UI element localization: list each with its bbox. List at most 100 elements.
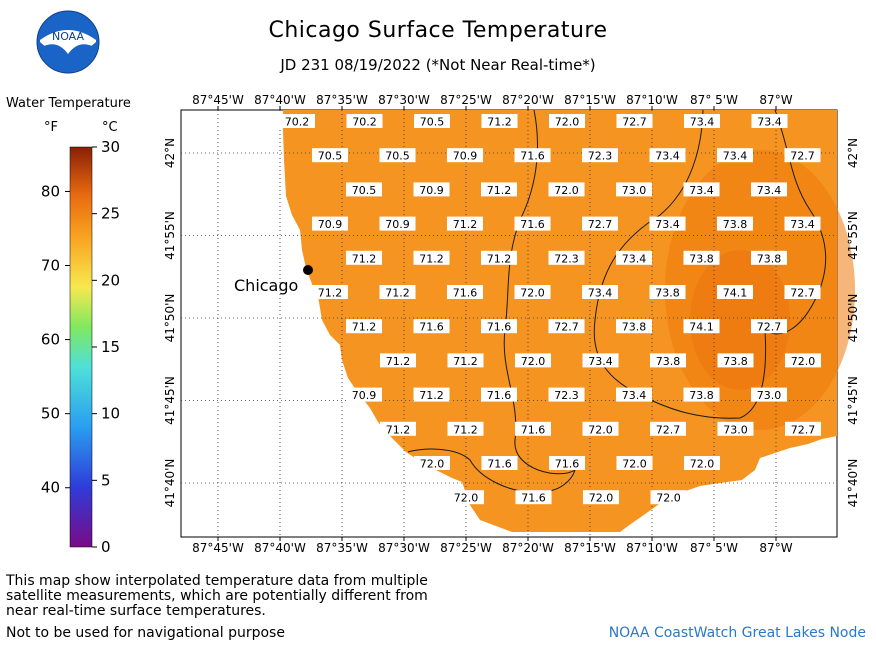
- temperature-cell: 73.4: [582, 285, 618, 300]
- temperature-cell: 73.4: [751, 114, 788, 129]
- temperature-value: 73.8: [757, 252, 782, 265]
- temperature-value: 73.4: [723, 150, 748, 163]
- temperature-value: 72.0: [656, 492, 681, 505]
- temperature-value: 73.4: [757, 116, 782, 129]
- temperature-value: 73.8: [723, 218, 748, 231]
- temperature-value: 73.4: [757, 184, 782, 197]
- celsius-tick-label: 0: [101, 538, 111, 556]
- temperature-label-bg: [481, 387, 517, 402]
- temperature-cell: 71.2: [447, 353, 484, 368]
- temperature-cell: 72.3: [548, 250, 585, 265]
- fahrenheit-tick-label: 80: [41, 182, 60, 200]
- temperature-label-bg: [582, 353, 619, 368]
- longitude-label: 87°25'W: [440, 93, 492, 107]
- longitude-label: 87°20'W: [502, 541, 554, 555]
- temperature-label-bg: [312, 216, 348, 231]
- temperature-label-bg: [548, 319, 585, 334]
- temperature-value: 72.0: [589, 492, 614, 505]
- temperature-label-bg: [784, 148, 821, 163]
- temperature-value: 70.5: [318, 150, 343, 163]
- longitude-label: 87°45'W: [192, 541, 244, 555]
- temperature-label-bg: [379, 216, 416, 231]
- temperature-cell: 72.7: [751, 319, 787, 334]
- temperature-value: 73.4: [689, 184, 714, 197]
- temperature-cell: 72.0: [515, 353, 551, 368]
- temperature-cell: 73.8: [650, 353, 686, 368]
- temperature-label-bg: [683, 319, 720, 334]
- temperature-label-bg: [346, 319, 382, 334]
- city-label-chicago: Chicago: [234, 276, 298, 295]
- latitude-label: 41°50'N: [163, 294, 177, 343]
- temperature-label-bg: [447, 353, 484, 368]
- legend-title: Water Temperature: [6, 96, 131, 111]
- credit-label: NOAA CoastWatch Great Lakes Node: [608, 625, 866, 641]
- temperature-label-bg: [414, 456, 450, 470]
- temperature-label-bg: [649, 216, 686, 231]
- temperature-label-bg: [650, 421, 686, 436]
- temperature-cell: 70.2: [346, 114, 383, 129]
- temperature-cell: 73.4: [717, 148, 753, 163]
- temperature-cell: 72.0: [549, 114, 585, 129]
- temperature-value: 72.7: [588, 218, 613, 231]
- temperature-label-bg: [751, 319, 787, 334]
- fahrenheit-tick-label: 40: [41, 479, 60, 497]
- temperature-value: 71.6: [487, 458, 512, 471]
- temperature-label-bg: [548, 182, 585, 197]
- temperature-value: 70.9: [453, 150, 478, 163]
- longitude-label: 87°25'W: [440, 541, 492, 555]
- temperature-label-bg: [784, 285, 821, 299]
- temperature-cell: 72.7: [784, 148, 821, 163]
- temperature-value: 71.2: [318, 287, 343, 300]
- temperature-value: 72.0: [520, 287, 545, 300]
- temperature-value: 70.2: [285, 116, 310, 129]
- temperature-value: 71.6: [520, 150, 545, 163]
- temperature-value: 73.8: [689, 389, 714, 402]
- temperature-label-bg: [447, 285, 483, 299]
- temperature-label-bg: [582, 421, 619, 436]
- longitude-label: 87°20'W: [502, 93, 554, 107]
- temperature-cell: 73.0: [717, 421, 754, 436]
- latitude-label: 42°N: [163, 138, 177, 168]
- temperature-cell: 71.2: [346, 250, 382, 265]
- temperature-cell: 73.8: [751, 250, 787, 265]
- temperature-label-bg: [582, 285, 618, 299]
- temperature-label-bg: [346, 114, 383, 128]
- temperature-value: 73.4: [790, 218, 815, 231]
- temperature-value: 72.3: [554, 389, 579, 402]
- temperature-value: 71.2: [453, 218, 478, 231]
- temperature-cell: 72.3: [548, 387, 585, 402]
- temperature-value: 71.2: [487, 252, 512, 265]
- temperature-value: 71.2: [487, 184, 512, 197]
- temperature-value: 71.6: [419, 321, 444, 334]
- temperature-cell: 72.0: [548, 182, 585, 197]
- longitude-label: 87° 5'W: [690, 93, 738, 107]
- latitude-label: 41°45'N: [846, 376, 860, 425]
- temperature-value: 73.4: [655, 218, 680, 231]
- temperature-label-bg: [515, 353, 551, 368]
- temperature-label-bg: [413, 319, 450, 334]
- temperature-cell: 70.9: [346, 387, 382, 402]
- temperature-cell: 71.2: [447, 216, 483, 231]
- longitude-label: 87°40'W: [254, 93, 306, 107]
- temperature-cell: 73.0: [751, 387, 787, 402]
- temperature-cell: 73.4: [616, 387, 652, 402]
- temperature-value: 71.2: [386, 355, 411, 368]
- temperature-label-bg: [549, 114, 585, 128]
- temperature-cell: 72.0: [583, 490, 619, 505]
- temperature-value: 71.2: [352, 321, 377, 334]
- temperature-label-bg: [582, 148, 618, 163]
- temperature-value: 73.0: [622, 184, 647, 197]
- temperature-label-bg: [481, 250, 517, 265]
- temperature-value: 70.5: [352, 184, 377, 197]
- temperature-label-bg: [717, 216, 753, 231]
- temperature-label-bg: [447, 148, 483, 163]
- temperature-cell: 71.6: [514, 148, 551, 163]
- temperature-label-bg: [481, 319, 517, 334]
- temperature-label-bg: [481, 456, 518, 470]
- temperature-value: 71.2: [453, 355, 478, 368]
- warm-water-core: [690, 250, 790, 390]
- temperature-cell: 71.2: [346, 319, 382, 334]
- navigation-disclaimer: Not to be used for navigational purpose: [6, 625, 285, 641]
- temperature-label-bg: [447, 421, 484, 436]
- temperature-cell: 73.4: [616, 250, 652, 265]
